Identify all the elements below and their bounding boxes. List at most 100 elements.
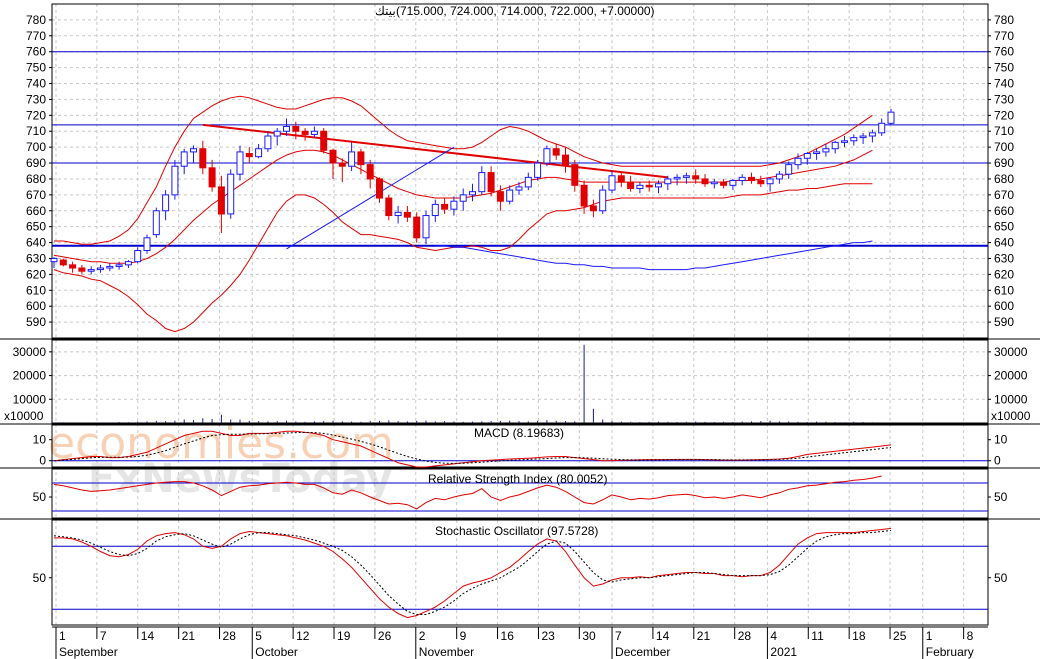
price-tick-left: 660: [26, 204, 46, 218]
x-tick-label: 25: [893, 629, 907, 643]
price-tick-right: 700: [994, 140, 1014, 154]
month-label: December: [615, 645, 670, 659]
price-tick-right: 740: [994, 77, 1014, 91]
candle-body: [562, 154, 569, 166]
volume-tick-right: 10000: [994, 392, 1028, 406]
price-tick-left: 780: [26, 13, 46, 27]
price-panel: [50, 51, 988, 333]
price-tick-right: 750: [994, 61, 1014, 75]
candle-body: [701, 178, 709, 185]
series-stoch-k: [54, 527, 892, 619]
price-tick-left: 680: [26, 172, 46, 186]
candle-body: [487, 172, 495, 193]
candle-body: [627, 181, 635, 189]
candle-body: [515, 186, 523, 191]
macd-title: MACD (8.19683): [474, 426, 564, 440]
candle-body: [376, 178, 383, 199]
price-tick-right: 610: [994, 283, 1014, 297]
volume-tick-left: 10000: [13, 392, 47, 406]
x-tick-label: 14: [141, 629, 155, 643]
macd-tick-left: 0: [39, 454, 46, 468]
candle-body: [338, 162, 346, 167]
price-tick-right: 660: [994, 204, 1014, 218]
candle-body: [506, 189, 514, 202]
candle-body: [97, 267, 104, 271]
candle-body: [236, 151, 244, 175]
candle-body: [171, 165, 179, 196]
month-label: 2021: [770, 645, 797, 659]
candle-body: [655, 183, 662, 188]
x-tick-label: 11: [811, 629, 824, 643]
rsi-tick-left: 50: [33, 490, 47, 504]
candle-body: [748, 176, 755, 182]
x-tick-label: 12: [296, 629, 310, 643]
price-tick-left: 710: [26, 124, 46, 138]
price-tick-left: 640: [26, 236, 46, 250]
candle-body: [431, 203, 439, 217]
price-tick-left: 720: [26, 108, 46, 122]
candle-body: [199, 148, 207, 169]
candle-body: [589, 205, 597, 212]
candle-body: [571, 164, 579, 186]
candle-body: [264, 135, 272, 150]
trendline-red: [202, 123, 668, 179]
price-tick-right: 730: [994, 92, 1014, 106]
trendline-blue: [286, 146, 455, 250]
candle-body: [385, 197, 393, 217]
candle-body: [301, 130, 309, 135]
candle-body: [366, 164, 374, 180]
candle-body: [785, 164, 793, 175]
candle-body: [69, 264, 77, 269]
price-tick-right: 590: [994, 315, 1014, 329]
price-tick-left: 730: [26, 92, 46, 106]
candle-body: [403, 211, 411, 218]
candle-body: [413, 216, 421, 239]
stoch-tick-right: 50: [994, 571, 1008, 585]
price-tick-right: 720: [994, 108, 1014, 122]
candle-body: [664, 178, 672, 185]
candle-body: [459, 194, 467, 202]
grid: [52, 4, 988, 625]
candle-body: [255, 148, 263, 158]
candle-body: [766, 178, 774, 185]
price-tick-left: 620: [26, 267, 46, 281]
stochastic-title: Stochastic Oscillator (97.5728): [435, 524, 598, 538]
candle-body: [441, 203, 449, 210]
price-tick-left: 590: [26, 315, 46, 329]
x-tick-label: 18: [852, 629, 866, 643]
price-tick-right: 680: [994, 172, 1014, 186]
candle-body: [78, 267, 86, 272]
price-tick-right: 760: [994, 45, 1014, 59]
panel-frame-price: [51, 3, 989, 339]
volume-tick-right: 30000: [994, 345, 1028, 359]
x-tick-label: 16: [501, 629, 515, 643]
candle-body: [273, 130, 281, 137]
x-tick-label: 2: [419, 629, 426, 643]
x-tick-label: 5: [255, 629, 262, 643]
volume-unit-right: x10000: [991, 409, 1031, 423]
candle-body: [50, 257, 58, 263]
macd-tick-right: 10: [994, 433, 1008, 447]
price-tick-left: 700: [26, 140, 46, 154]
x-tick-label: 1: [59, 629, 66, 643]
series-moving-average: [435, 240, 873, 271]
macd-tick-right: 0: [994, 454, 1001, 468]
candle-body: [245, 153, 253, 158]
candle-body: [710, 181, 718, 185]
price-tick-left: 670: [26, 188, 46, 202]
candle-body: [348, 151, 356, 167]
candle-body: [524, 176, 532, 188]
watermark-fxnewstoday: FxNewsToday: [88, 456, 392, 502]
price-tick-left: 740: [26, 77, 46, 91]
volume-unit-left: x10000: [4, 409, 44, 423]
candle-body: [645, 184, 653, 188]
price-tick-left: 770: [26, 29, 46, 43]
price-tick-left: 630: [26, 251, 46, 265]
candle-body: [283, 125, 290, 132]
candle-body: [850, 137, 858, 142]
candle-body: [124, 261, 132, 266]
candle-body: [357, 151, 365, 166]
x-tick-label: 14: [656, 629, 670, 643]
candle-body: [152, 210, 160, 236]
month-label: November: [419, 645, 474, 659]
